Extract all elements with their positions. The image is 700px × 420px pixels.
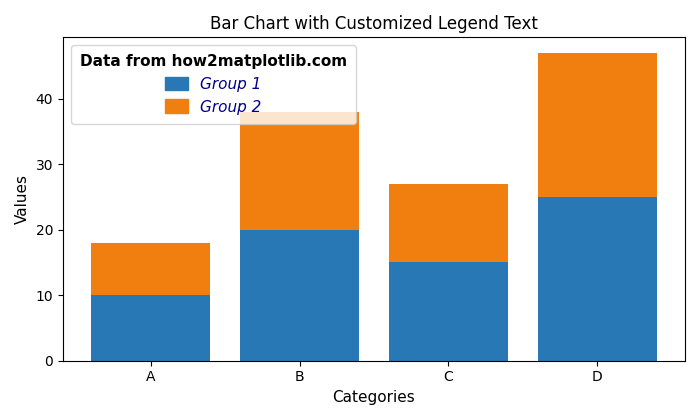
Y-axis label: Values: Values (15, 174, 30, 224)
X-axis label: Categories: Categories (332, 390, 415, 405)
Bar (91, 243, 210, 295)
Bar (538, 197, 657, 361)
Bar (240, 112, 359, 230)
Bar (389, 262, 508, 361)
Bar (389, 184, 508, 262)
Bar (538, 53, 657, 197)
Bar (91, 295, 210, 361)
Title: Bar Chart with Customized Legend Text: Bar Chart with Customized Legend Text (210, 15, 538, 33)
Legend: Group 1, Group 2: Group 1, Group 2 (71, 45, 356, 124)
Bar (240, 230, 359, 361)
